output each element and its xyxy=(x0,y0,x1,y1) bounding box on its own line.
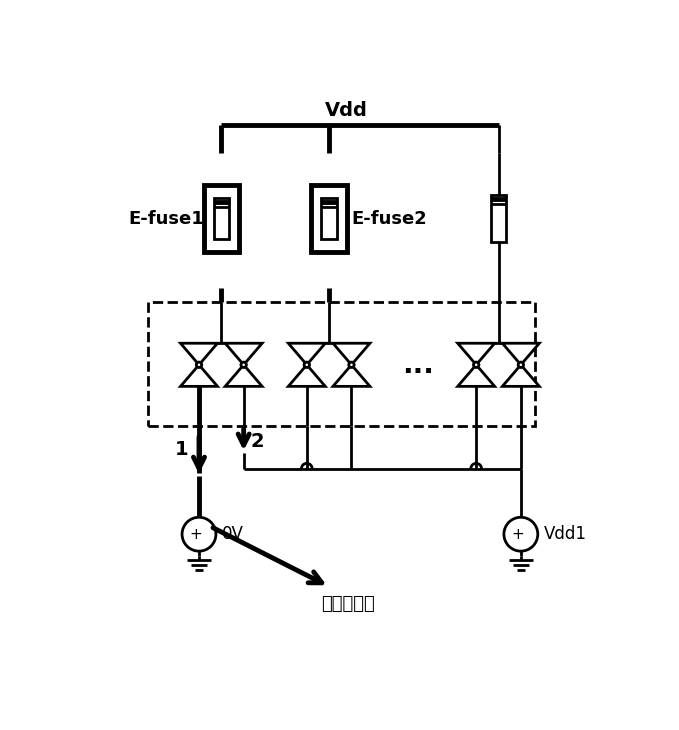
Bar xyxy=(321,198,337,239)
Text: ...: ... xyxy=(402,351,434,379)
Polygon shape xyxy=(333,343,370,365)
Bar xyxy=(148,301,536,426)
Polygon shape xyxy=(181,365,217,386)
Text: E-fuse2: E-fuse2 xyxy=(351,210,427,228)
Polygon shape xyxy=(289,343,325,365)
Text: +: + xyxy=(511,527,524,542)
Circle shape xyxy=(304,362,310,367)
Polygon shape xyxy=(458,343,495,365)
Circle shape xyxy=(241,362,246,367)
Text: 0V: 0V xyxy=(222,525,244,543)
Polygon shape xyxy=(225,343,262,365)
Circle shape xyxy=(196,362,202,367)
Text: E-fuse1: E-fuse1 xyxy=(128,210,204,228)
Polygon shape xyxy=(502,343,539,365)
Polygon shape xyxy=(333,365,370,386)
Text: 电流测试点: 电流测试点 xyxy=(321,594,375,612)
Bar xyxy=(204,185,239,253)
Circle shape xyxy=(518,362,524,367)
Text: 2: 2 xyxy=(251,432,264,451)
Circle shape xyxy=(349,362,354,367)
Polygon shape xyxy=(181,343,217,365)
Polygon shape xyxy=(502,365,539,386)
Polygon shape xyxy=(458,365,495,386)
Circle shape xyxy=(182,518,216,551)
Text: Vdd: Vdd xyxy=(325,101,368,120)
Text: Vdd1: Vdd1 xyxy=(544,525,587,543)
Text: 1: 1 xyxy=(175,440,189,459)
Text: +: + xyxy=(189,527,202,542)
Polygon shape xyxy=(289,365,325,386)
Bar xyxy=(312,185,347,253)
Bar xyxy=(214,198,229,239)
Circle shape xyxy=(473,362,479,367)
Polygon shape xyxy=(225,365,262,386)
Circle shape xyxy=(504,518,538,551)
Bar xyxy=(491,195,507,242)
